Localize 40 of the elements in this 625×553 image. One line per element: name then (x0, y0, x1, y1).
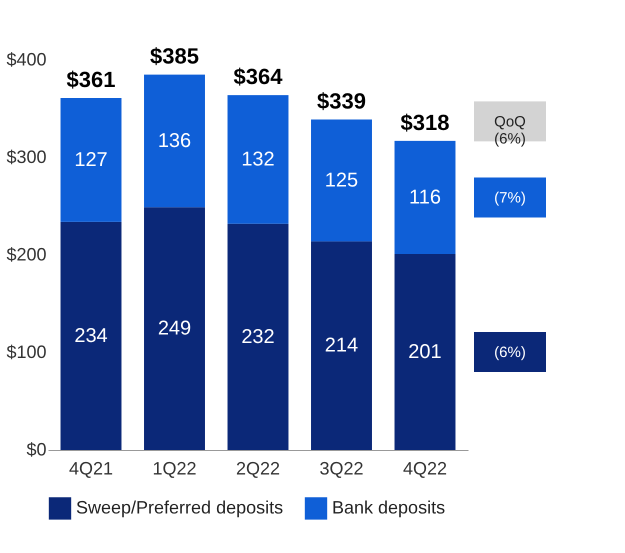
bar (394, 254, 456, 450)
bar (60, 98, 122, 222)
data-label: 116 (409, 186, 441, 208)
bar (60, 222, 122, 450)
bar (394, 140, 456, 254)
y-tick-label: $100 (6, 342, 46, 362)
total-label: $318 (400, 110, 450, 135)
data-label: 201 (408, 341, 442, 364)
data-label: 232 (241, 326, 275, 348)
text: (6%) (494, 344, 526, 362)
bar (311, 119, 372, 242)
x-tick-label: 1Q22 (152, 458, 197, 478)
data-label: 136 (158, 130, 192, 152)
data-label: 214 (324, 334, 358, 357)
x-tick-label: 4Q22 (402, 458, 448, 478)
total-label: $339 (317, 88, 366, 114)
x-tick-label: 3Q22 (319, 458, 364, 478)
y-tick-label: $200 (6, 244, 46, 264)
y-tick-label: $0 (26, 440, 46, 460)
total-label: $364 (234, 64, 284, 90)
total-label: $361 (66, 67, 116, 92)
data-label: 125 (324, 169, 358, 192)
bar (311, 241, 372, 450)
total-label: $385 (150, 44, 199, 69)
legend-label: Sweep/Preferred deposits (76, 497, 284, 518)
legend-label: Bank deposits (332, 497, 446, 518)
data-label: 132 (241, 148, 275, 170)
bar (228, 95, 288, 224)
bar (228, 224, 288, 450)
y-tick-label: $400 (6, 50, 46, 70)
text: (7%) (494, 189, 526, 206)
x-tick-label: 2Q22 (236, 458, 280, 478)
data-label: 249 (158, 318, 192, 340)
text: QoQ (6%) (494, 113, 526, 148)
y-tick-label: $300 (6, 147, 46, 167)
bar (144, 207, 205, 450)
data-label: 127 (74, 148, 108, 171)
x-tick-label: 4Q21 (68, 458, 114, 478)
data-label: 234 (74, 324, 108, 347)
bar (144, 74, 205, 208)
